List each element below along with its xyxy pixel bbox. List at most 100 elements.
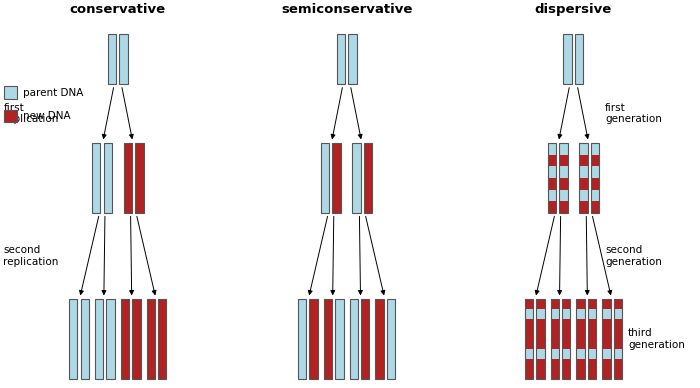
Bar — [580, 178, 587, 190]
Text: dispersive: dispersive — [535, 3, 612, 16]
Bar — [536, 329, 545, 339]
Text: new DNA: new DNA — [23, 111, 71, 121]
Bar — [591, 143, 599, 154]
Bar — [562, 339, 570, 349]
Bar — [562, 369, 570, 379]
Bar — [580, 154, 587, 166]
Bar — [536, 299, 545, 379]
Bar — [591, 201, 599, 213]
Bar — [551, 319, 559, 329]
Bar — [576, 319, 584, 329]
Bar — [321, 143, 329, 213]
Bar — [588, 299, 596, 379]
Bar — [158, 299, 167, 379]
Bar — [614, 349, 622, 359]
Bar — [576, 309, 584, 319]
Bar — [135, 143, 143, 213]
Bar — [525, 299, 533, 379]
Bar — [576, 329, 584, 339]
Bar — [551, 349, 559, 359]
Bar — [120, 34, 127, 84]
Text: second
replication: second replication — [4, 245, 59, 267]
Bar — [559, 143, 568, 154]
Bar — [576, 369, 584, 379]
Bar — [309, 299, 318, 379]
Bar — [614, 329, 622, 339]
Bar — [536, 349, 545, 359]
Bar — [602, 369, 610, 379]
Bar — [588, 319, 596, 329]
Bar — [80, 299, 89, 379]
Bar — [547, 143, 556, 154]
Text: first
replication: first replication — [4, 103, 59, 124]
Bar — [551, 299, 559, 379]
Bar — [588, 309, 596, 319]
Bar — [108, 34, 116, 84]
Bar — [562, 359, 570, 369]
Bar — [536, 299, 545, 309]
Text: parent DNA: parent DNA — [23, 88, 83, 98]
Bar — [576, 359, 584, 369]
Bar — [602, 349, 610, 359]
Bar — [547, 201, 556, 213]
Bar — [614, 369, 622, 379]
Bar — [547, 178, 556, 190]
Bar — [591, 166, 599, 178]
Bar — [580, 143, 587, 213]
Bar — [337, 34, 345, 84]
Bar — [106, 299, 115, 379]
Bar — [547, 166, 556, 178]
Bar — [146, 299, 155, 379]
Bar — [588, 299, 596, 309]
Bar — [547, 190, 556, 201]
Bar — [536, 359, 545, 369]
Bar — [559, 166, 568, 178]
Text: second
generation: second generation — [605, 245, 662, 267]
Bar — [120, 299, 129, 379]
Bar — [614, 299, 622, 309]
Bar — [525, 349, 533, 359]
Bar — [562, 299, 570, 309]
Bar — [352, 143, 361, 213]
Bar — [536, 309, 545, 319]
Bar — [104, 143, 112, 213]
Bar — [588, 349, 596, 359]
Bar — [614, 339, 622, 349]
Bar — [591, 190, 599, 201]
Bar — [588, 329, 596, 339]
Text: conservative: conservative — [70, 3, 166, 16]
Bar — [591, 178, 599, 190]
Bar — [551, 369, 559, 379]
Bar — [588, 369, 596, 379]
Bar — [551, 329, 559, 339]
Bar — [602, 309, 610, 319]
Bar — [559, 178, 568, 190]
Bar — [525, 319, 533, 329]
Bar — [580, 190, 587, 201]
Bar — [69, 299, 78, 379]
Bar — [559, 201, 568, 213]
Bar — [551, 299, 559, 309]
Bar — [614, 319, 622, 329]
Bar — [602, 329, 610, 339]
Bar — [562, 319, 570, 329]
Bar — [332, 143, 341, 213]
Bar — [614, 299, 622, 379]
Bar — [602, 299, 610, 379]
Bar — [576, 299, 584, 309]
Bar — [124, 143, 132, 213]
Bar — [132, 299, 141, 379]
Bar — [591, 154, 599, 166]
Bar — [591, 143, 599, 213]
Bar — [588, 359, 596, 369]
Bar — [602, 299, 610, 309]
Bar — [536, 339, 545, 349]
Bar — [551, 339, 559, 349]
Bar — [547, 143, 556, 213]
Bar — [559, 143, 568, 213]
Bar — [525, 359, 533, 369]
Bar — [349, 299, 358, 379]
Bar — [375, 299, 384, 379]
Bar — [602, 339, 610, 349]
Bar — [387, 299, 395, 379]
